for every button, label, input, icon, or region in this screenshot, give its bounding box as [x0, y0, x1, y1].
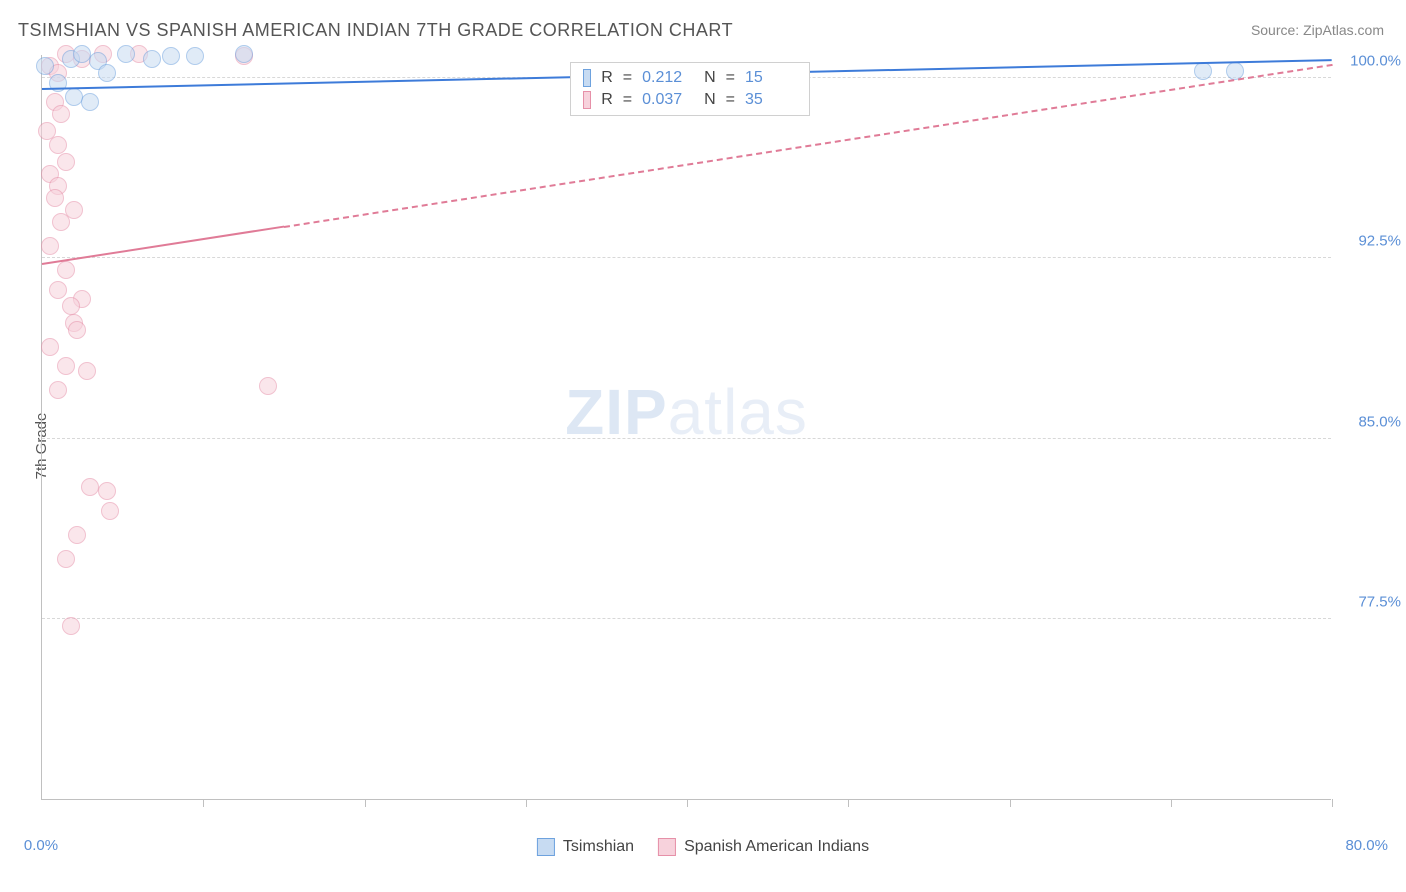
scatter-point-blue: [65, 88, 83, 106]
source-attribution: Source: ZipAtlas.com: [1251, 22, 1384, 38]
y-tick-label: 92.5%: [1358, 233, 1401, 250]
stats-n_value: 35: [745, 91, 797, 109]
scatter-point-pink: [57, 550, 75, 568]
scatter-point-pink: [62, 297, 80, 315]
scatter-point-blue: [98, 64, 116, 82]
scatter-point-pink: [52, 213, 70, 231]
legend-swatch: [537, 838, 555, 856]
scatter-point-pink: [101, 502, 119, 520]
stats-swatch: [583, 69, 591, 87]
gridline-h: [42, 438, 1331, 439]
x-tick: [687, 799, 688, 807]
x-tick: [1171, 799, 1172, 807]
scatter-point-pink: [49, 136, 67, 154]
gridline-h: [42, 618, 1331, 619]
scatter-point-pink: [49, 381, 67, 399]
legend-item: Tsimshian: [537, 838, 634, 856]
stats-r_value: 0.212: [642, 69, 694, 87]
x-axis-min-label: 0.0%: [24, 837, 58, 854]
x-axis-max-label: 80.0%: [1345, 837, 1388, 854]
scatter-point-blue: [143, 50, 161, 68]
stats-r_value: 0.037: [642, 91, 694, 109]
y-tick-label: 85.0%: [1358, 413, 1401, 430]
scatter-point-blue: [186, 47, 204, 65]
scatter-point-pink: [57, 153, 75, 171]
stats-r_label: R: [601, 69, 613, 87]
scatter-point-pink: [41, 237, 59, 255]
stats-row: R = 0.037 N = 35: [571, 89, 809, 111]
legend-label: Tsimshian: [563, 838, 634, 856]
scatter-point-pink: [259, 377, 277, 395]
correlation-stats-box: R = 0.212 N = 15 R = 0.037 N = 35: [570, 62, 810, 116]
stats-eq: =: [623, 69, 632, 87]
y-tick-label: 77.5%: [1358, 593, 1401, 610]
scatter-point-blue: [36, 57, 54, 75]
scatter-point-blue: [235, 45, 253, 63]
chart-title: TSIMSHIAN VS SPANISH AMERICAN INDIAN 7TH…: [18, 20, 733, 41]
scatter-point-pink: [78, 362, 96, 380]
scatter-point-blue: [162, 47, 180, 65]
x-tick: [526, 799, 527, 807]
scatter-point-pink: [46, 189, 64, 207]
legend-item: Spanish American Indians: [658, 838, 869, 856]
x-tick: [1010, 799, 1011, 807]
stats-eq2: =: [726, 69, 735, 87]
scatter-point-blue: [1194, 62, 1212, 80]
chart-container: TSIMSHIAN VS SPANISH AMERICAN INDIAN 7TH…: [0, 0, 1406, 892]
scatter-point-pink: [68, 526, 86, 544]
legend-label: Spanish American Indians: [684, 838, 869, 856]
scatter-point-pink: [49, 281, 67, 299]
plot-area: ZIPatlas 100.0%92.5%85.0%77.5%: [41, 55, 1331, 800]
scatter-point-pink: [62, 617, 80, 635]
stats-n_value: 15: [745, 69, 797, 87]
gridline-h: [42, 257, 1331, 258]
scatter-point-pink: [57, 261, 75, 279]
trend-line: [42, 226, 284, 265]
stats-n_label: N: [704, 91, 716, 109]
stats-row: R = 0.212 N = 15: [571, 67, 809, 89]
scatter-point-pink: [68, 321, 86, 339]
stats-eq: =: [623, 91, 632, 109]
legend: Tsimshian Spanish American Indians: [537, 838, 869, 856]
scatter-point-blue: [81, 93, 99, 111]
legend-swatch: [658, 838, 676, 856]
stats-swatch: [583, 91, 591, 109]
x-tick: [1332, 799, 1333, 807]
scatter-point-pink: [52, 105, 70, 123]
stats-r_label: R: [601, 91, 613, 109]
x-tick: [848, 799, 849, 807]
stats-n_label: N: [704, 69, 716, 87]
stats-eq2: =: [726, 91, 735, 109]
x-tick: [365, 799, 366, 807]
scatter-point-pink: [41, 338, 59, 356]
scatter-point-blue: [117, 45, 135, 63]
scatter-point-pink: [57, 357, 75, 375]
y-tick-label: 100.0%: [1350, 53, 1401, 70]
x-tick: [203, 799, 204, 807]
scatter-point-pink: [98, 482, 116, 500]
